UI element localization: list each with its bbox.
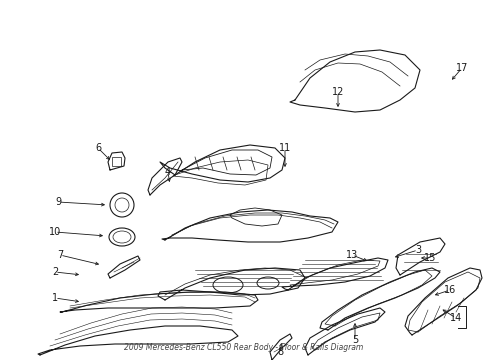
Text: 16: 16: [443, 285, 455, 295]
Text: 8: 8: [276, 347, 283, 357]
Text: 3: 3: [414, 245, 420, 255]
Text: 14: 14: [449, 313, 461, 323]
Text: 15: 15: [423, 253, 435, 263]
Ellipse shape: [109, 228, 135, 246]
Text: 9: 9: [55, 197, 61, 207]
Circle shape: [115, 198, 129, 212]
Text: 6: 6: [95, 143, 101, 153]
Circle shape: [110, 193, 134, 217]
Ellipse shape: [257, 277, 279, 289]
Text: 10: 10: [49, 227, 61, 237]
Text: 5: 5: [351, 335, 357, 345]
Text: 17: 17: [455, 63, 467, 73]
Text: 7: 7: [57, 250, 63, 260]
Text: 2009 Mercedes-Benz CL550 Rear Body - Floor & Rails Diagram: 2009 Mercedes-Benz CL550 Rear Body - Flo…: [124, 343, 363, 352]
Text: 13: 13: [345, 250, 357, 260]
Text: 11: 11: [278, 143, 290, 153]
Text: 1: 1: [52, 293, 58, 303]
Ellipse shape: [213, 277, 243, 293]
Ellipse shape: [113, 231, 131, 243]
Text: 2: 2: [52, 267, 58, 277]
Text: 4: 4: [164, 167, 171, 177]
Text: 12: 12: [331, 87, 344, 97]
FancyBboxPatch shape: [112, 157, 121, 166]
